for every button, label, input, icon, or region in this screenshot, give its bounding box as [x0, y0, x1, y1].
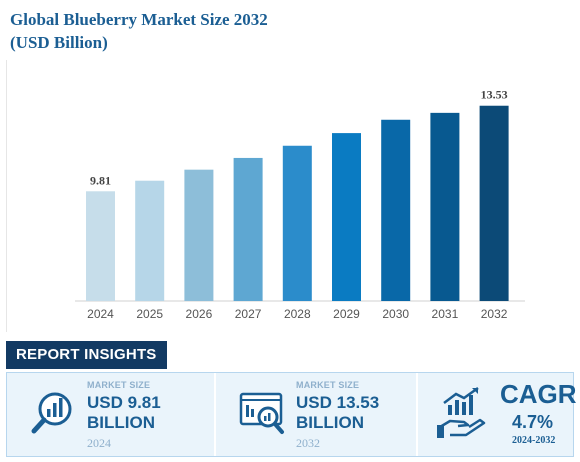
bar-2030	[381, 119, 411, 301]
chart-title: Global Blueberry Market Size 2032 (USD B…	[10, 10, 268, 52]
insights-panel: MARKET SIZE USD 9.81 BILLION 2024 MARKET…	[6, 372, 577, 457]
market-size-value-line2: BILLION	[296, 413, 364, 432]
chart-area: Global Blueberry Market Size 2032 (USD B…	[6, 10, 525, 332]
x-tick-label-2026: 2026	[186, 307, 213, 321]
insight-card-market-size-2024: MARKET SIZE USD 9.81 BILLION 2024	[7, 373, 214, 456]
market-size-value: USD 13.53 BILLION	[296, 393, 379, 433]
x-tick-label-2030: 2030	[382, 307, 409, 321]
x-tick-label-2025: 2025	[136, 307, 163, 321]
bar-2032	[479, 105, 509, 301]
dashboard-magnifier-icon	[239, 392, 284, 434]
market-size-value-line1: USD 9.81	[87, 393, 161, 412]
bar-2024	[86, 191, 115, 301]
x-tick-label-2028: 2028	[284, 307, 311, 321]
bar-chart: 2024 2025 2026 2027 2028 2029 2030 2031 2032 9.81…	[75, 88, 525, 321]
chart-left-rule	[6, 60, 7, 332]
market-size-label: MARKET SIZE	[296, 380, 360, 390]
data-label-2032: 13.53	[481, 88, 508, 102]
market-size-year: 2024	[87, 436, 111, 450]
cagr-title: CAGR	[500, 379, 577, 409]
cagr-range: 2024-2032	[512, 435, 556, 446]
bar-2028	[282, 145, 312, 301]
growth-hand-icon	[437, 386, 486, 438]
x-tick-label-2031: 2031	[432, 307, 459, 321]
data-label-2024: 9.81	[90, 173, 111, 187]
market-size-label: MARKET SIZE	[87, 380, 151, 390]
market-size-value-line1: USD 13.53	[296, 393, 380, 412]
bar-2025	[135, 180, 165, 301]
bar-2026	[184, 169, 214, 301]
market-size-value: USD 9.81 BILLION	[87, 393, 161, 433]
insight-card-market-size-2032: MARKET SIZE USD 13.53 BILLION 2032	[214, 373, 418, 456]
report-insights-title: REPORT INSIGHTS	[6, 341, 167, 369]
x-tick-label-2027: 2027	[235, 307, 262, 321]
bar-2031	[430, 112, 460, 301]
bar-2027	[233, 157, 263, 301]
market-size-year: 2032	[296, 436, 320, 450]
market-size-value-line2: BILLION	[87, 413, 155, 432]
magnifier-chart-icon	[31, 392, 72, 434]
x-tick-label-2032: 2032	[481, 307, 508, 321]
x-tick-label-2024: 2024	[87, 307, 114, 321]
bar-2029	[332, 133, 361, 301]
x-tick-label-2029: 2029	[333, 307, 360, 321]
cagr-value: 4.7%	[512, 412, 554, 432]
insight-card-cagr: CAGR 4.7% 2024-2032	[416, 373, 577, 456]
